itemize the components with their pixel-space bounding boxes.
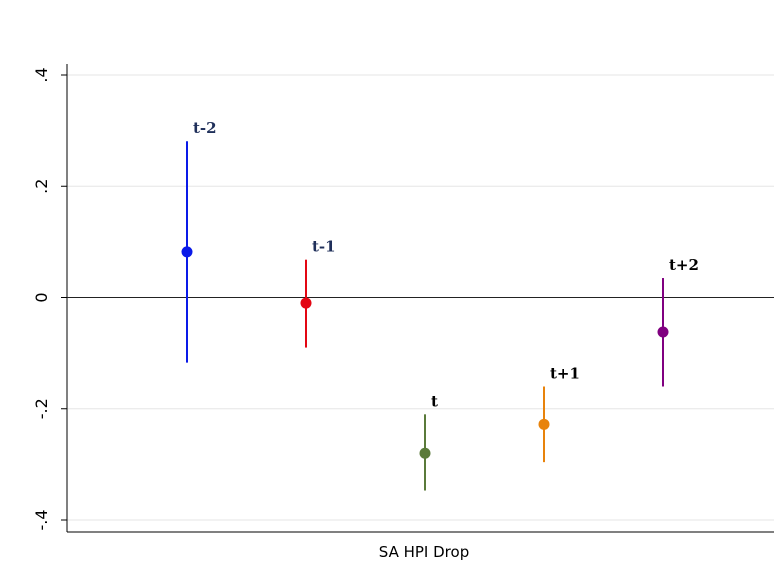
point-1 xyxy=(300,297,312,309)
y-tick-label-1: -.2 xyxy=(32,398,51,419)
point-label-0: t-2 xyxy=(193,119,217,137)
y-tick-label-0: -.4 xyxy=(32,509,51,530)
point-4 xyxy=(657,326,669,338)
point-label-3: t+1 xyxy=(550,365,580,383)
y-tick-label-3: .2 xyxy=(32,179,51,194)
y-tick-label-2: 0 xyxy=(32,292,51,302)
point-label-2: t xyxy=(431,392,438,410)
grid xyxy=(67,74,774,521)
point-label-4: t+2 xyxy=(669,256,699,274)
x-axis-label: SA HPI Drop xyxy=(379,543,469,561)
point-3 xyxy=(538,418,550,430)
y-tick-label-4: .4 xyxy=(32,67,51,82)
point-0 xyxy=(181,246,193,258)
axes: -.4 -.2 0 .2 .4 xyxy=(32,64,774,533)
point-2 xyxy=(419,447,431,459)
marks: t-2 t-1 t t+1 t+2 xyxy=(181,119,699,491)
point-label-1: t-1 xyxy=(312,238,336,256)
